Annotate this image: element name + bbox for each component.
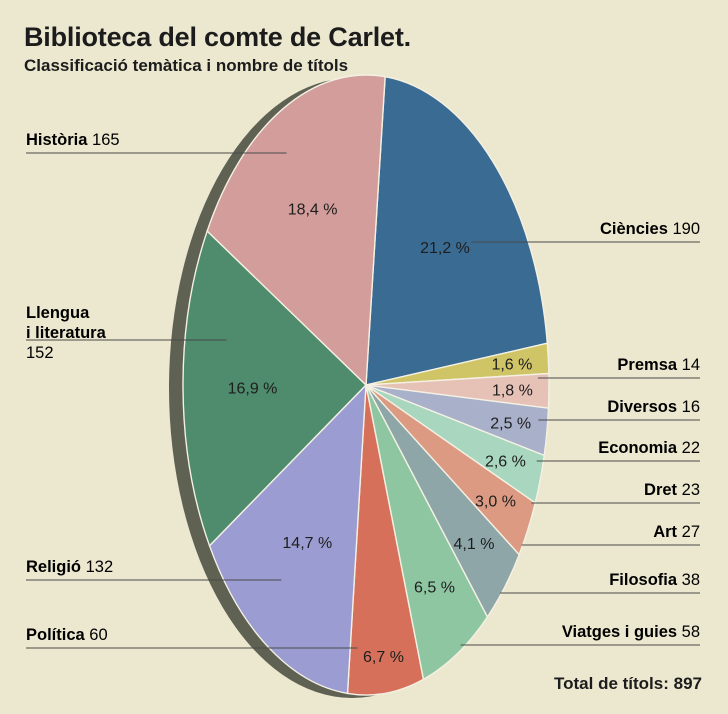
slice-category-label: Política 60 (26, 626, 108, 644)
slice-percentage-label: 21,2 % (420, 240, 470, 257)
slice-category-label: Llengua (26, 304, 90, 322)
slice-category-label: Història 165 (26, 131, 120, 149)
slice-category-label: Diversos 16 (607, 398, 700, 416)
pie-slice (346, 384, 425, 696)
chart-title: Biblioteca del comte de Carlet. (24, 22, 411, 52)
slice-category-label: Art 27 (653, 523, 700, 541)
slice-percentage-label: 14,7 % (282, 535, 332, 552)
slice-percentage-label: 3,0 % (475, 494, 516, 511)
slice-category-label: Ciències 190 (600, 220, 700, 238)
pie-slice (365, 75, 549, 386)
chart-subtitle: Classificació temàtica i nombre de títol… (24, 56, 349, 75)
slice-category-label: Economia 22 (598, 439, 700, 457)
slice-percentage-label: 1,6 % (491, 357, 532, 374)
pie-slice (365, 384, 489, 681)
slice-percentage-label: 6,7 % (363, 649, 404, 666)
total-titles-label: Total de títols: 897 (554, 674, 702, 693)
pie-slice (206, 74, 386, 387)
slice-percentage-label: 4,1 % (454, 536, 495, 553)
slice-category-label: Premsa 14 (617, 356, 700, 374)
pie-slice (182, 229, 367, 547)
slice-percentage-label: 18,4 % (288, 201, 338, 218)
slice-category-label: Filosofia 38 (609, 571, 700, 589)
slice-percentage-label: 6,5 % (414, 580, 455, 597)
slice-percentage-label: 2,5 % (490, 416, 531, 433)
pie-slice (208, 383, 367, 695)
slice-percentage-label: 16,9 % (228, 380, 278, 397)
slice-category-label: 152 (26, 344, 54, 362)
slice-category-label: Religió 132 (26, 558, 113, 576)
slice-category-label: Viatges i guies 58 (562, 623, 700, 641)
slice-category-label: Dret 23 (644, 481, 700, 499)
slice-percentage-label: 2,6 % (485, 454, 526, 471)
slice-category-label: i literatura (26, 324, 107, 342)
slice-percentage-label: 1,8 % (492, 383, 533, 400)
